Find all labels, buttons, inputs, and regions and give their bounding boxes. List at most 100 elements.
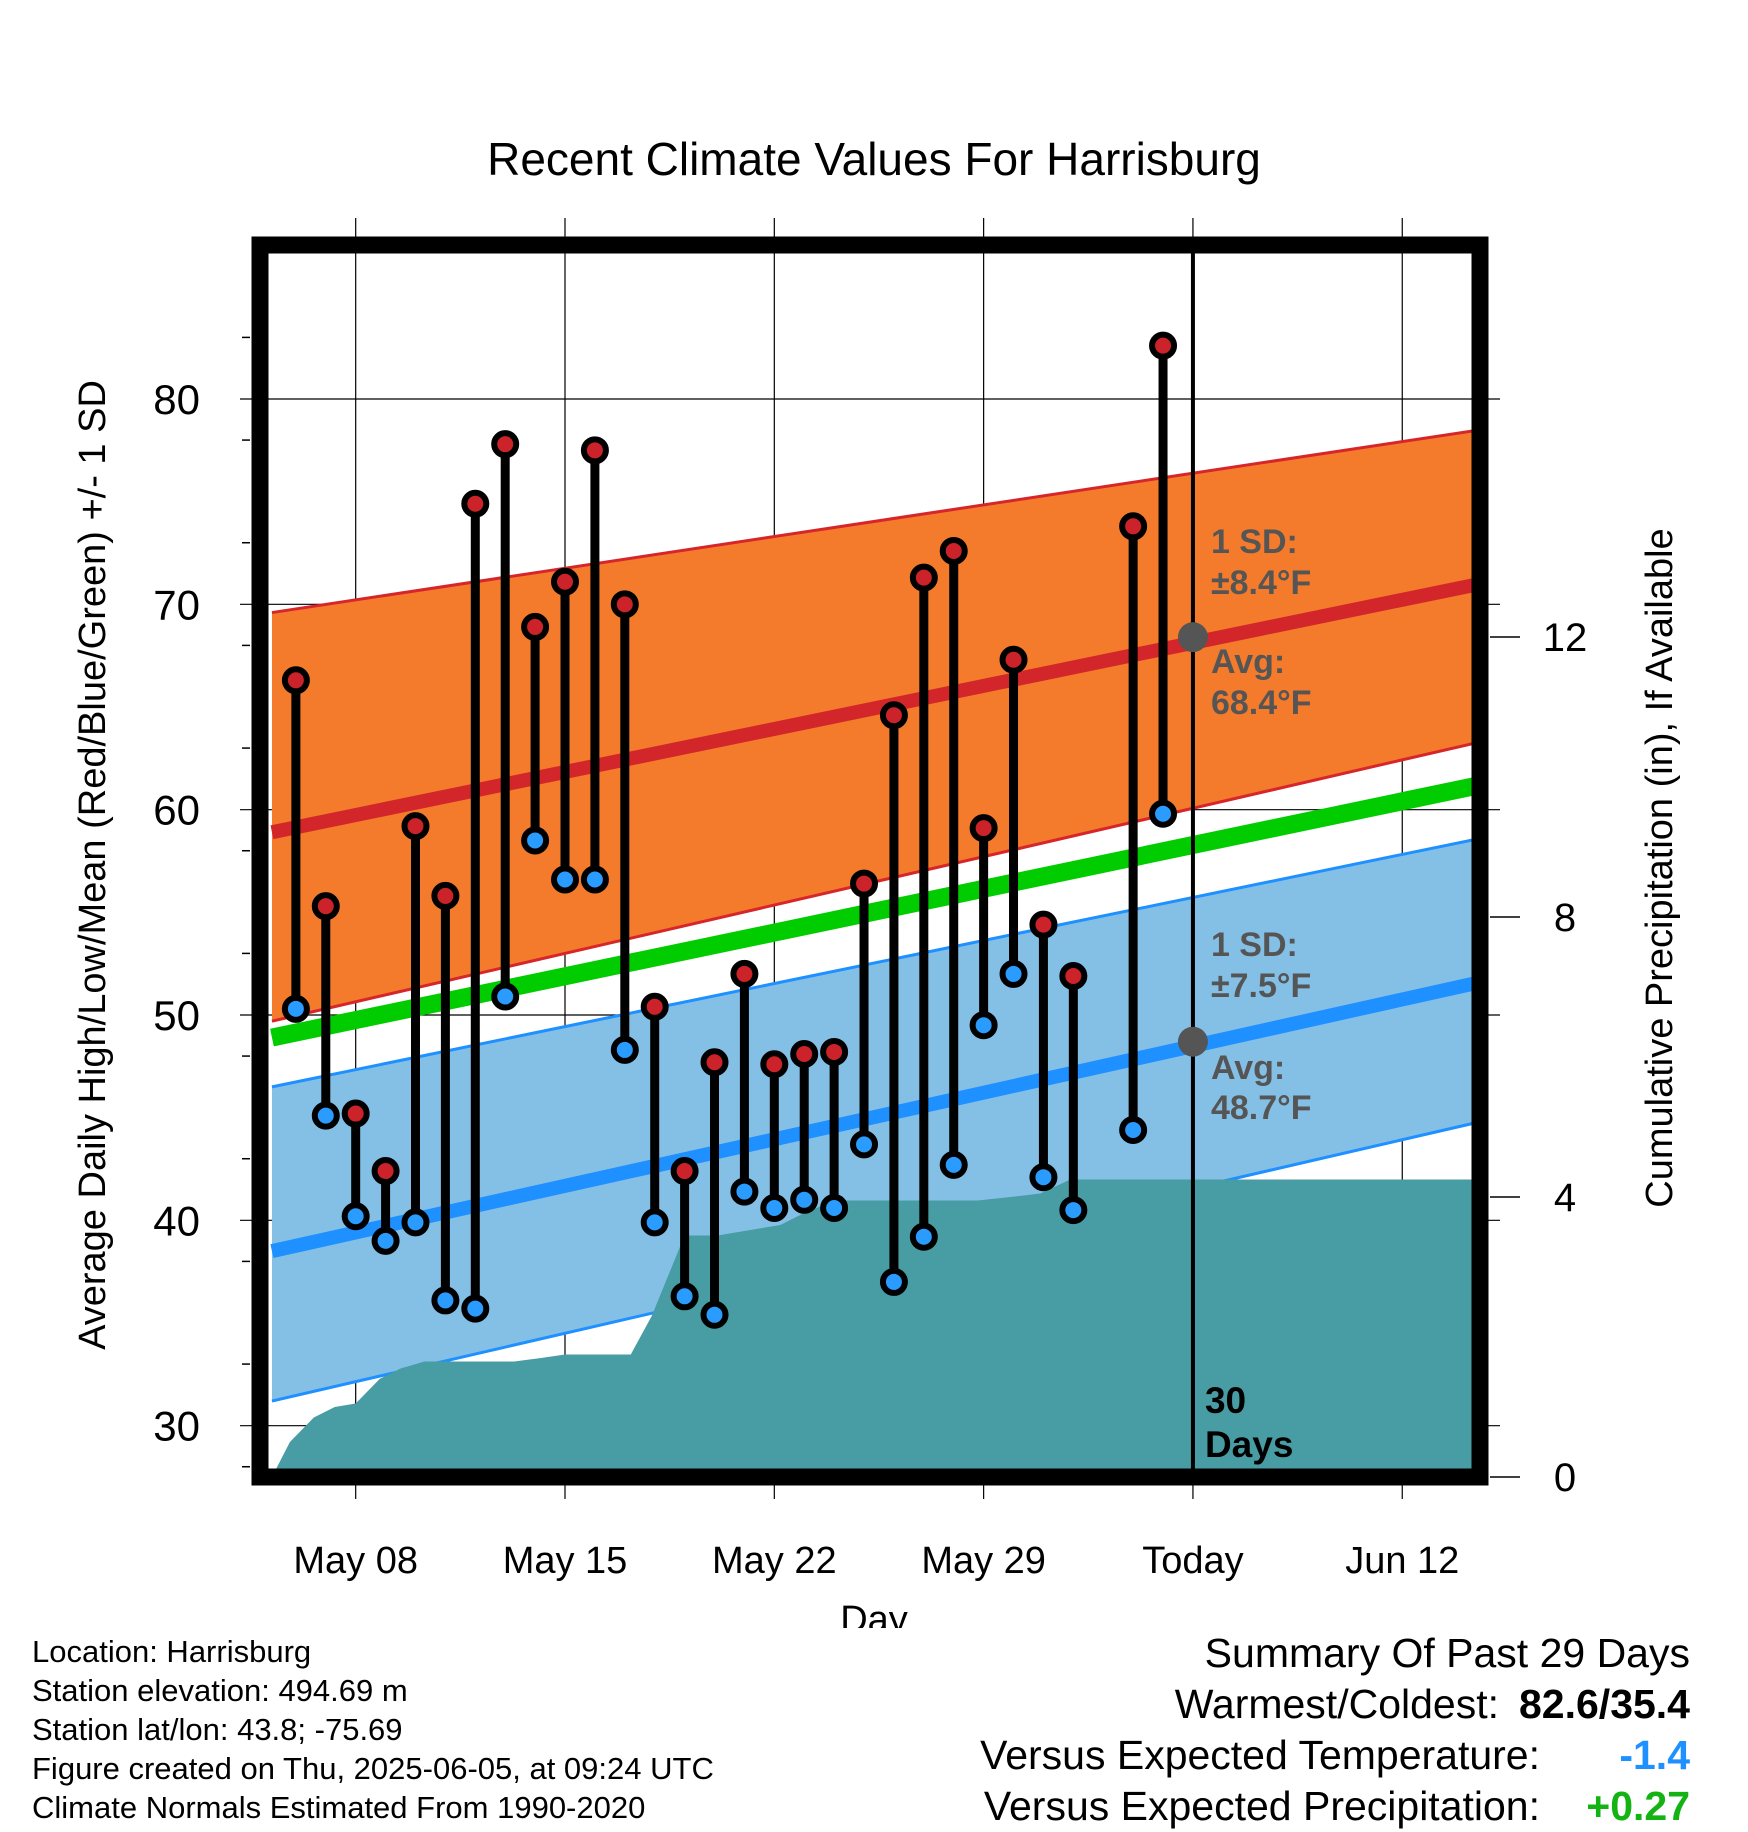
daily-low-point: [969, 1011, 998, 1040]
elevation-text: Station elevation: 494.69 m: [32, 1673, 408, 1708]
low-avg-value: 48.7°F: [1211, 1089, 1312, 1127]
daily-high-point: [969, 814, 998, 843]
daily-low-point: [1119, 1115, 1148, 1144]
daily-high-point: [700, 1048, 729, 1077]
daily-low-point: [281, 994, 310, 1023]
today-high-avg-marker: [1177, 622, 1208, 653]
daily-high-point: [610, 590, 639, 619]
plot-content: [270, 245, 1480, 1477]
daily-high-point: [999, 645, 1028, 674]
x-tick-label: May 29: [921, 1540, 1046, 1582]
daily-high-point: [551, 567, 579, 596]
daily-low-point: [790, 1185, 819, 1214]
y2-tick-label: 0: [1554, 1456, 1576, 1500]
summary-panel: Summary Of Past 29 Days Warmest/Coldest:…: [980, 1628, 1690, 1832]
y-tick-label: 70: [153, 581, 200, 628]
daily-low-point: [1059, 1196, 1088, 1225]
daily-low-point: [820, 1194, 849, 1223]
high-sd-label: 1 SD:: [1211, 523, 1298, 561]
y2-axis-label: Cumulative Precipitation (in), If Availa…: [1639, 528, 1681, 1207]
y2-tick-label: 4: [1554, 1176, 1576, 1220]
daily-low-point: [879, 1267, 908, 1296]
daily-low-point: [401, 1208, 430, 1237]
daily-low-point: [850, 1130, 879, 1159]
daily-high-point: [521, 612, 550, 641]
warmest-coldest-label: Warmest/Coldest:: [1174, 1681, 1499, 1727]
daily-low-point: [371, 1226, 400, 1255]
precipitation-deviation-row: Versus Expected Precipitation: +0.27: [980, 1781, 1690, 1832]
daily-low-point: [909, 1222, 938, 1251]
daily-low-point: [670, 1282, 699, 1311]
daily-low-point: [939, 1150, 968, 1179]
daily-low-point: [491, 982, 520, 1011]
daily-high-point: [909, 563, 938, 592]
daily-high-point: [820, 1037, 849, 1066]
normals-text: Climate Normals Estimated From 1990-2020: [32, 1790, 646, 1825]
high-sd-value: ±8.4°F: [1211, 564, 1311, 602]
daily-low-point: [311, 1101, 340, 1130]
daily-high-point: [1119, 512, 1148, 541]
daily-low-point: [431, 1286, 460, 1315]
daily-high-point: [1149, 331, 1178, 360]
high-avg-label: Avg:: [1211, 643, 1285, 681]
daily-low-point: [521, 826, 550, 855]
daily-high-point: [1029, 910, 1058, 939]
daily-low-point: [760, 1194, 789, 1223]
daily-low-point: [700, 1300, 729, 1329]
temperature-deviation-row: Versus Expected Temperature: -1.4: [980, 1730, 1690, 1781]
today-low-avg-marker: [1177, 1026, 1208, 1057]
daily-high-point: [670, 1157, 699, 1186]
daily-high-point: [640, 992, 669, 1021]
daily-low-point: [1149, 799, 1178, 828]
daily-low-point: [1029, 1163, 1058, 1192]
precipitation-deviation-label: Versus Expected Precipitation:: [983, 1783, 1540, 1829]
daily-low-point: [341, 1202, 370, 1231]
x-tick-label: Jun 12: [1345, 1540, 1459, 1582]
latlon-text: Station lat/lon: 43.8; -75.69: [32, 1712, 403, 1747]
daily-high-point: [371, 1157, 400, 1186]
x-tick-label: May 22: [712, 1540, 837, 1582]
daily-low-point: [999, 959, 1028, 988]
high-avg-value: 68.4°F: [1211, 684, 1312, 722]
daily-high-point: [879, 701, 908, 730]
daily-low-point: [640, 1208, 669, 1237]
daily-high-point: [580, 436, 609, 465]
y-tick-label: 80: [153, 376, 200, 423]
chart-title: Recent Climate Values For Harrisburg: [487, 133, 1261, 185]
y-tick-label: 30: [153, 1403, 200, 1450]
days-unit-label: Days: [1205, 1424, 1293, 1465]
precipitation-area: [271, 1179, 1480, 1477]
created-text: Figure created on Thu, 2025-06-05, at 09…: [32, 1751, 714, 1786]
plot-frame: [251, 236, 1489, 1486]
temperature-deviation-value: -1.4: [1619, 1732, 1690, 1778]
low-sd-value: ±7.5°F: [1211, 967, 1311, 1005]
low-sd-label: 1 SD:: [1211, 926, 1298, 964]
daily-high-point: [431, 881, 460, 910]
daily-high-point: [730, 959, 759, 988]
daily-low-point: [461, 1294, 490, 1323]
daily-low-point: [730, 1177, 759, 1206]
daily-low-point: [551, 865, 579, 894]
warmest-coldest-value: 82.6/35.4: [1519, 1681, 1690, 1727]
daily-high-point: [491, 430, 520, 459]
summary-heading: Summary Of Past 29 Days: [1204, 1630, 1690, 1676]
daily-high-point: [850, 869, 879, 898]
x-tick-label: May 08: [293, 1540, 418, 1582]
precipitation-deviation-value: +0.27: [1586, 1783, 1690, 1829]
location-text: Location: Harrisburg: [32, 1634, 312, 1669]
climate-chart: Recent Climate Values For Harrisburg 1 S…: [72, 133, 1681, 1628]
x-axis-label: Day: [840, 1599, 908, 1628]
y-tick-label: 40: [153, 1197, 200, 1244]
x-tick-label: Today: [1142, 1540, 1243, 1582]
daily-high-point: [790, 1040, 819, 1069]
daily-low-point: [610, 1035, 639, 1064]
daily-high-point: [281, 666, 310, 695]
daily-high-point: [939, 536, 968, 565]
x-tick-label: May 15: [503, 1540, 628, 1582]
daily-high-point: [760, 1050, 789, 1079]
y2-tick-label: 12: [1543, 616, 1588, 660]
warmest-coldest-row: Warmest/Coldest: 82.6/35.4: [980, 1679, 1690, 1730]
daily-high-point: [1059, 961, 1088, 990]
daily-high-point: [341, 1099, 370, 1128]
